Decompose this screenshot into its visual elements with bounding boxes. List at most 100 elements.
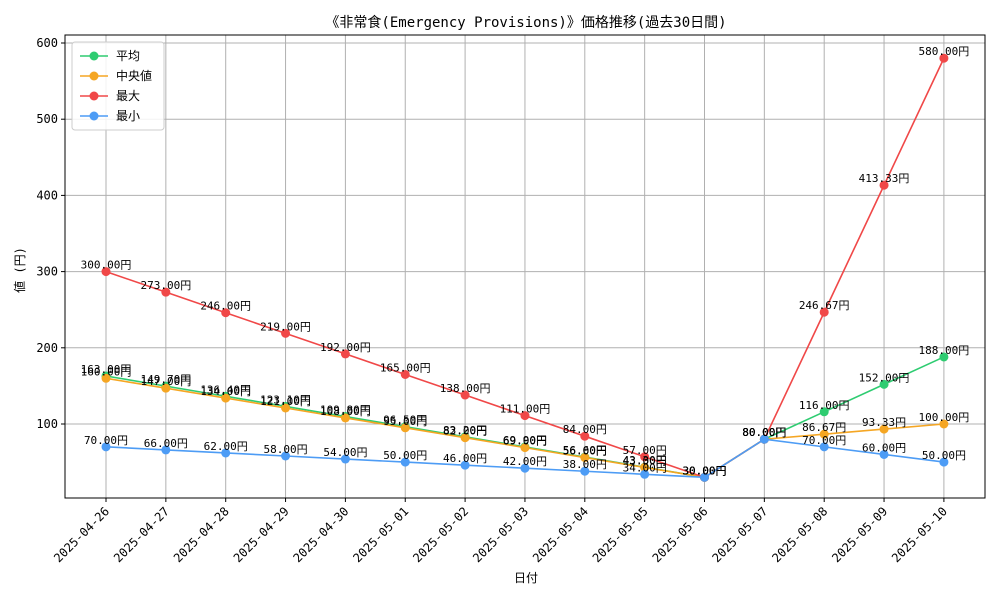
grid (65, 35, 985, 498)
series-中央値-point (281, 403, 291, 413)
data-label: 34.00円 (623, 461, 667, 474)
data-label: 163.00円 (81, 363, 132, 376)
series-layer (101, 53, 949, 482)
data-label: 66.00円 (144, 437, 188, 450)
y-tick-label: 200 (36, 341, 58, 355)
x-axis-title: 日付 (514, 571, 538, 585)
series-最小-point (819, 442, 829, 452)
series-最小-point (700, 472, 709, 482)
x-tick-label: 2025-05-09 (829, 504, 890, 565)
data-label: 109.80円 (320, 404, 371, 417)
legend-swatch-marker (89, 51, 99, 61)
x-tick-label: 2025-05-07 (709, 504, 770, 565)
data-label: 80.00円 (742, 426, 786, 439)
series-最小-point (759, 434, 769, 444)
x-tick-label: 2025-05-02 (410, 504, 471, 565)
data-label: 46.00円 (443, 452, 487, 465)
series-最小-point (161, 445, 171, 455)
legend-box (71, 41, 165, 131)
data-label: 80.00円 (742, 426, 786, 439)
series-最大-point (640, 452, 650, 462)
data-label: 300.00円 (81, 259, 132, 272)
legend-swatch-marker (89, 111, 99, 121)
legend-label: 最小 (116, 109, 140, 123)
legend-label: 中央値 (116, 68, 152, 83)
data-label: 70.00円 (84, 434, 128, 447)
series-中央値-point (221, 393, 231, 403)
data-label: 80.00円 (742, 426, 786, 439)
y-tick-label: 500 (36, 112, 58, 126)
data-label: 152.00円 (859, 371, 910, 384)
data-label: 50.00円 (922, 449, 966, 462)
data-label: 580.00円 (919, 45, 970, 58)
legend-swatch-marker (89, 71, 99, 81)
series-最大-point (101, 267, 111, 277)
series-中央値-point (340, 413, 350, 423)
data-label: 108.00円 (320, 405, 371, 418)
data-labels: 163.00円 149.70円 136.40円 123.10円 109.80円 96.50… (81, 45, 970, 477)
chart-title: 《非常食(Emergency Provisions)》価格推移(過去30日間) (325, 14, 726, 31)
data-label: 96.50円 (383, 414, 427, 427)
data-label: 246.00円 (200, 300, 251, 313)
series-最小-point (939, 457, 949, 467)
x-tick-label: 2025-05-10 (889, 504, 950, 565)
legend-label: 最大 (116, 89, 140, 103)
data-label: 188.00円 (919, 344, 970, 357)
series-中央値-point (520, 443, 530, 453)
data-label: 69.00円 (503, 435, 547, 448)
data-label: 149.70円 (140, 373, 191, 386)
series-最大-point (340, 349, 350, 359)
legend-label: 平均 (116, 49, 140, 63)
x-tick-label: 2025-05-06 (650, 504, 711, 565)
y-tick-label: 600 (36, 36, 58, 50)
data-label: 56.00円 (563, 445, 607, 458)
series-最小-point (400, 457, 410, 467)
data-label: 86.67円 (802, 421, 846, 434)
data-label: 69.90円 (503, 434, 547, 447)
series-最大-point (161, 287, 171, 297)
x-tick-label: 2025-04-27 (111, 504, 172, 565)
series-最小-point (460, 460, 470, 470)
data-label: 123.10円 (260, 393, 311, 406)
data-label: 147.00円 (140, 375, 191, 388)
data-label: 56.60円 (563, 444, 607, 457)
x-tick-label: 2025-04-26 (51, 504, 112, 565)
data-label: 42.00円 (503, 455, 547, 468)
data-label: 80.00円 (742, 426, 786, 439)
series-最小-point (580, 466, 590, 476)
data-label: 38.00円 (563, 458, 607, 471)
x-tick-label: 2025-05-05 (590, 504, 651, 565)
data-label: 43.00円 (623, 454, 667, 467)
data-label: 70.00円 (802, 434, 846, 447)
series-最大-point (400, 369, 410, 379)
series-最小-point (221, 448, 231, 458)
x-tick-label: 2025-05-08 (769, 504, 830, 565)
series-中央値-point (819, 429, 829, 439)
data-label: 138.00円 (440, 382, 491, 395)
data-label: 82.00円 (443, 425, 487, 438)
x-tick-label: 2025-05-04 (530, 504, 591, 565)
data-label: 30.00円 (682, 464, 726, 477)
series-最大-point (221, 308, 231, 318)
data-label: 116.00円 (799, 399, 850, 412)
x-tick-label: 2025-04-28 (171, 504, 232, 565)
series-最小-point (640, 469, 650, 479)
data-label: 62.00円 (204, 440, 248, 453)
series-中央値-point (580, 453, 590, 463)
y-axis-title: 値 (円) (12, 247, 27, 293)
y-tick-label: 100 (36, 417, 58, 431)
series-最小-point (879, 449, 889, 459)
data-label: 95.00円 (383, 415, 427, 428)
series-最小-point (340, 454, 350, 464)
data-label: 121.00円 (260, 395, 311, 408)
data-label: 111.00円 (500, 403, 551, 416)
series-最小-point (520, 463, 530, 473)
x-tick-label: 2025-04-30 (291, 504, 352, 565)
data-label: 246.67円 (799, 299, 850, 312)
series-最大-point (939, 53, 949, 63)
series-平均-point (819, 407, 829, 417)
data-label: 413.33円 (859, 172, 910, 185)
data-label: 219.00円 (260, 320, 311, 333)
data-label: 165.00円 (380, 361, 431, 374)
